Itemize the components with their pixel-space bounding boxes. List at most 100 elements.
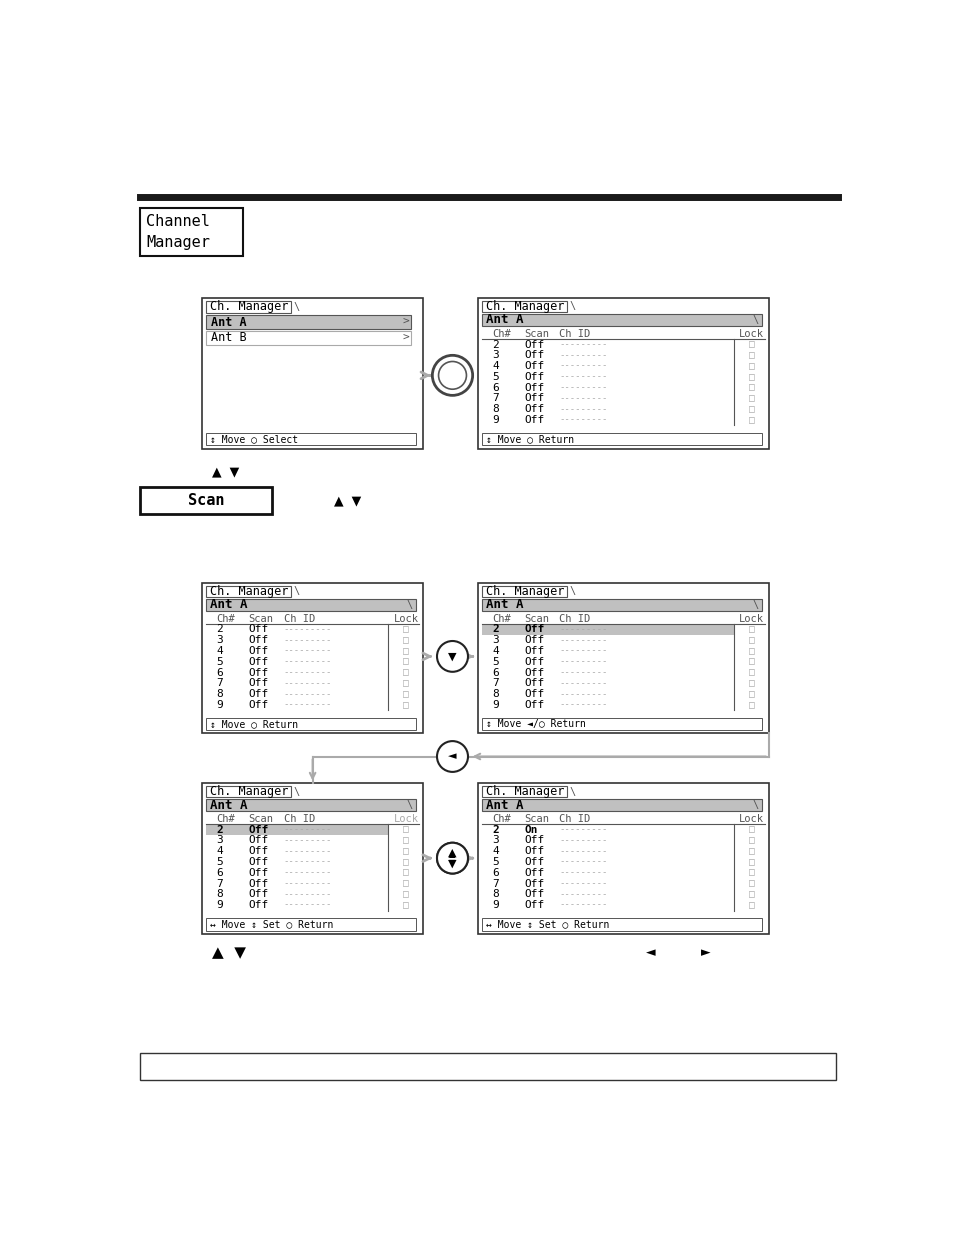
Text: ---------: --------- — [558, 847, 607, 856]
Text: ▲  ▼: ▲ ▼ — [212, 466, 239, 478]
Text: □: □ — [402, 700, 409, 710]
Text: Off: Off — [249, 700, 269, 710]
Text: Off: Off — [249, 635, 269, 645]
Text: Off: Off — [524, 372, 544, 382]
Bar — [481, 785, 567, 798]
Circle shape — [432, 356, 472, 395]
Text: □: □ — [748, 625, 754, 635]
Text: Scan: Scan — [524, 814, 549, 824]
Text: 2: 2 — [216, 825, 223, 835]
Text: ↔ Move ↕ Set ○ Return: ↔ Move ↕ Set ○ Return — [485, 919, 609, 930]
Bar — [477, 783, 768, 934]
Bar — [481, 433, 760, 446]
Text: ---------: --------- — [283, 857, 332, 867]
Text: Ch#: Ch# — [216, 814, 234, 824]
Text: ▼: ▼ — [448, 651, 456, 662]
Text: □: □ — [748, 415, 754, 425]
Text: Ant A: Ant A — [212, 316, 247, 329]
Bar — [206, 918, 416, 930]
Text: 8: 8 — [492, 889, 498, 899]
Text: Off: Off — [524, 700, 544, 710]
Text: 3: 3 — [492, 635, 498, 645]
Text: Scan: Scan — [249, 614, 274, 624]
Text: 8: 8 — [216, 889, 223, 899]
Text: 7: 7 — [492, 394, 498, 404]
Circle shape — [436, 842, 468, 873]
Text: Off: Off — [249, 668, 269, 678]
Text: □: □ — [748, 668, 754, 678]
Text: ---------: --------- — [283, 668, 332, 677]
Text: \: \ — [569, 301, 576, 311]
Text: \: \ — [752, 800, 758, 810]
Text: >: > — [402, 332, 409, 342]
Text: □: □ — [748, 857, 754, 867]
Text: ---------: --------- — [558, 825, 607, 834]
Text: □: □ — [402, 868, 409, 878]
Text: ---------: --------- — [558, 879, 607, 888]
Text: □: □ — [402, 825, 409, 835]
Bar — [202, 299, 422, 448]
Text: □: □ — [748, 372, 754, 382]
Text: ---------: --------- — [558, 657, 607, 667]
Text: 4: 4 — [216, 846, 223, 856]
Text: Ant A: Ant A — [485, 314, 523, 326]
Text: Ch. Manager: Ch. Manager — [210, 585, 288, 598]
Text: Scan: Scan — [188, 493, 224, 508]
Text: □: □ — [402, 668, 409, 678]
Text: □: □ — [748, 689, 754, 699]
Bar — [206, 785, 291, 798]
Text: Off: Off — [524, 678, 544, 688]
Text: 7: 7 — [216, 678, 223, 688]
Bar — [140, 487, 272, 514]
Text: Off: Off — [524, 383, 544, 393]
Text: □: □ — [748, 351, 754, 361]
Text: ►: ► — [700, 946, 709, 960]
Text: Ant A: Ant A — [210, 598, 247, 611]
Text: Ant B: Ant B — [212, 331, 247, 345]
Text: ---------: --------- — [558, 900, 607, 910]
Text: \: \ — [569, 787, 576, 797]
Text: 3: 3 — [492, 835, 498, 846]
Text: ---------: --------- — [283, 900, 332, 910]
Text: 2: 2 — [216, 625, 223, 635]
Text: Scan: Scan — [524, 329, 549, 338]
Text: Ch#: Ch# — [492, 329, 510, 338]
Text: □: □ — [748, 835, 754, 846]
Text: ---------: --------- — [558, 362, 607, 370]
Circle shape — [436, 842, 468, 873]
Text: ▲: ▲ — [449, 850, 456, 858]
Text: Ch ID: Ch ID — [558, 614, 590, 624]
Text: Ch. Manager: Ch. Manager — [485, 300, 563, 312]
Bar — [481, 799, 760, 811]
Text: ◄: ◄ — [645, 946, 655, 960]
Text: ---------: --------- — [558, 836, 607, 845]
Text: Off: Off — [249, 857, 269, 867]
Text: ---------: --------- — [283, 679, 332, 688]
Text: Off: Off — [524, 340, 544, 350]
Bar — [477, 583, 768, 734]
Text: □: □ — [402, 625, 409, 635]
Text: ---------: --------- — [283, 636, 332, 645]
Text: ---------: --------- — [558, 646, 607, 656]
Text: \: \ — [569, 587, 576, 597]
Text: Off: Off — [524, 857, 544, 867]
Text: 9: 9 — [492, 415, 498, 425]
Text: 6: 6 — [492, 868, 498, 878]
Text: □: □ — [402, 678, 409, 688]
Text: Off: Off — [524, 689, 544, 699]
Text: Off: Off — [249, 625, 269, 635]
Bar — [206, 315, 411, 330]
Text: □: □ — [748, 361, 754, 370]
Text: □: □ — [402, 657, 409, 667]
Bar — [206, 433, 416, 446]
Text: Ch#: Ch# — [492, 814, 510, 824]
Bar — [206, 331, 411, 345]
Text: Lock: Lock — [739, 614, 763, 624]
Text: \: \ — [406, 800, 413, 810]
Text: □: □ — [402, 646, 409, 656]
Text: \: \ — [752, 600, 758, 610]
Text: 7: 7 — [216, 878, 223, 888]
Text: Ch. Manager: Ch. Manager — [485, 785, 563, 798]
Text: ---------: --------- — [283, 847, 332, 856]
Text: ↔ Move ↕ Set ○ Return: ↔ Move ↕ Set ○ Return — [210, 919, 333, 930]
